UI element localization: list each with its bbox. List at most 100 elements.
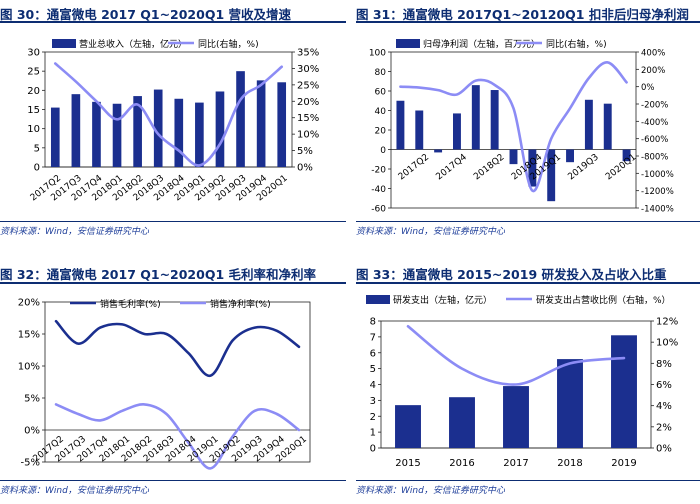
series-line (406, 324, 626, 386)
y-right-tick-label: -800% (641, 153, 668, 163)
y-left-tick-label: 8 (370, 317, 376, 328)
y-right-tick-label: 0% (297, 163, 313, 174)
x-tick-label: 2018 (557, 458, 582, 469)
y-left-tick-label: 60 (375, 88, 387, 98)
y-right-tick-label: 4% (656, 401, 672, 412)
chart-title: 图 32：通富微电 2017 Q1~2020Q1 毛利率和净利率 (0, 267, 317, 282)
y-left-tick-label: -40 (371, 185, 386, 195)
y-right-tick-label: 5% (297, 146, 313, 157)
bar (50, 107, 60, 167)
y-right-tick-label: 25% (297, 80, 319, 91)
x-tick-label: 2017 (503, 458, 528, 469)
footer-rule (0, 480, 346, 481)
net-profit-chart: -60 -40 -20 0 20 40 60 80 100 -1400% -1200% -1000% -… (369, 38, 674, 215)
legend-label: 同比(右轴，%) (198, 38, 259, 50)
y-right-tick-label: 12% (656, 317, 678, 328)
bar (490, 90, 499, 150)
bar (449, 397, 475, 448)
bar (453, 113, 461, 150)
y-left-tick-label: 80 (375, 68, 387, 78)
y-right-tick-label: 6% (656, 380, 672, 391)
legend-swatch-bar (366, 295, 390, 304)
bar (195, 102, 204, 167)
y-left-tick-label: 6 (370, 348, 376, 359)
y-right-tick-label: -200% (641, 101, 668, 111)
legend-label: 研发支出（左轴，亿元） (393, 294, 492, 306)
y-right-tick-label: -600% (641, 135, 668, 145)
y-right-tick-label: 8% (656, 359, 672, 370)
revenue-growth-chart: 0510152025300%5%10%15%20%25%30%35%2017Q2… (27, 38, 319, 203)
bar (557, 359, 583, 448)
chart-panel-margins: 图 32：通富微电 2017 Q1~2020Q1 毛利率和净利率 -5% 0% 5%… (0, 261, 346, 504)
y-right-tick-label: 0% (641, 83, 655, 93)
y-right-tick-label: 15% (297, 113, 319, 124)
chart-title: 图 33：通富微电 2015~2019 研发投入及占收入比重 (356, 267, 667, 282)
rnd-chart: 0 1 2 3 4 5 6 7 8 0% 2% 4% 6% 8% 10% 12% 2015 2016 2017 201… (366, 294, 678, 469)
y-left-tick-label: 0% (24, 426, 40, 437)
chart-title: 图 31：通富微电 2017Q1~20120Q1 扣非后归母净利润 (356, 7, 689, 22)
y-left-tick-label: -20 (371, 166, 386, 176)
bar (395, 405, 421, 448)
source-note: 资料来源：Wind，安信证券研究中心 (0, 486, 149, 496)
y-left-tick-label: 15 (27, 105, 40, 116)
y-left-tick-label: 25 (27, 67, 40, 78)
x-tick-label: 2016 (449, 458, 474, 469)
legend-label: 归母净利润（左轴，百万元） (423, 38, 540, 50)
y-left-tick-label: 4 (370, 380, 376, 391)
bar (256, 80, 266, 167)
y-left-tick-label: 0 (34, 163, 40, 174)
footer-rule (356, 480, 700, 481)
legend-label: 销售净利率(%) (210, 298, 271, 310)
legend-label: 同比(右轴，%) (546, 38, 607, 50)
legend-label: 营业总收入（左轴，亿元） (79, 38, 187, 50)
y-left-tick-label: 0 (370, 444, 376, 455)
bar (603, 103, 612, 150)
x-tick-label: 2017Q4 (435, 152, 470, 182)
chart-panel-rnd: 图 33：通富微电 2015~2019 研发投入及占收入比重 0 1 2 3 4 5 6 7 8… (356, 261, 700, 504)
y-left-tick-label: 10 (27, 124, 40, 135)
bar (471, 85, 480, 150)
y-left-tick-label: 7 (370, 332, 376, 343)
y-left-tick-label: -60 (371, 205, 386, 215)
series-line (53, 62, 284, 167)
bar (215, 91, 225, 167)
legend-label: 销售毛利率(%) (100, 298, 161, 310)
y-right-tick-label: 2% (656, 422, 672, 433)
bar (236, 71, 245, 167)
y-left-tick-label: 30 (27, 48, 40, 59)
y-left-tick-label: 10% (18, 362, 40, 373)
bar (112, 103, 122, 167)
plot-frame (44, 51, 293, 168)
bar (277, 82, 287, 167)
plot-frame (44, 301, 311, 463)
y-left-tick-label: 100 (369, 49, 386, 59)
bar (509, 149, 518, 165)
footer-rule (356, 221, 700, 222)
y-left-tick-label: 5 (34, 143, 40, 154)
title-underline (0, 21, 346, 23)
x-tick-label: 2015 (395, 458, 420, 469)
y-left-tick-label: 5% (24, 394, 40, 405)
bar (566, 149, 574, 163)
title-underline (356, 21, 700, 23)
y-left-tick-label: 0 (380, 146, 386, 156)
legend-label: 研发支出占营收比例（右轴，%） (536, 294, 671, 306)
title-underline (0, 282, 346, 284)
x-tick-label: 2017Q2 (397, 152, 431, 182)
y-left-tick-label: -5% (21, 458, 40, 469)
bar (71, 94, 81, 167)
y-left-tick-label: 1 (370, 428, 376, 439)
series-line (54, 319, 301, 377)
bar (174, 98, 184, 167)
x-tick-label: 2018Q2 (472, 152, 506, 182)
margin-chart: -5%0%5%10%15%20%2017Q22017Q32017Q42018Q1… (18, 298, 311, 470)
legend-swatch-bar (52, 39, 76, 48)
title-underline (356, 282, 700, 284)
bar (396, 100, 405, 150)
y-right-tick-label: 35% (297, 48, 319, 59)
chart-panel-revenue: 图 30：通富微电 2017 Q1~2020Q1 营收及增速 0 5 10 15 20 2… (0, 0, 346, 244)
bar (547, 149, 556, 202)
y-right-tick-label: -400% (641, 118, 668, 128)
series-line (399, 61, 628, 192)
y-left-tick-label: 15% (18, 330, 40, 341)
